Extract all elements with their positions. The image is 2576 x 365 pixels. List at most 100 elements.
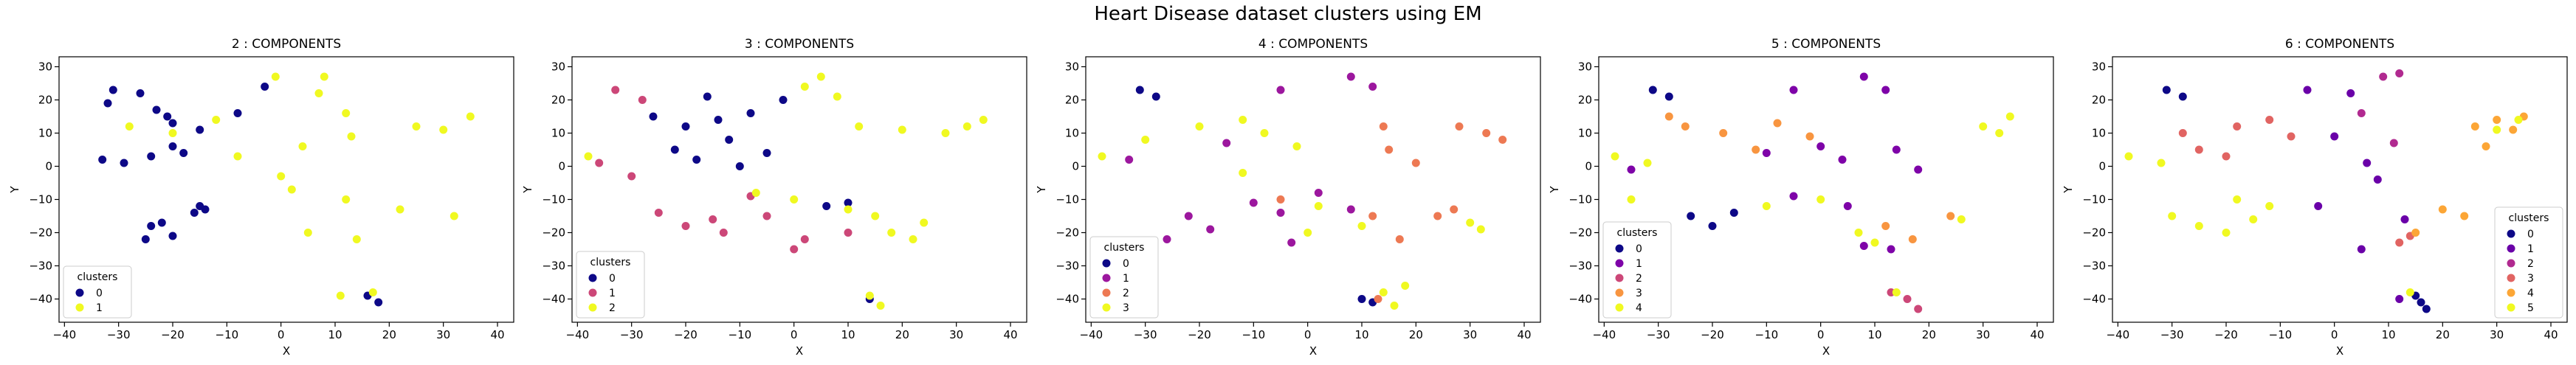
y-tick-label: 10 xyxy=(1578,127,1592,140)
scatter-point xyxy=(1729,209,1738,217)
axes-frame xyxy=(2112,56,2568,323)
scatter-point xyxy=(1141,136,1150,144)
scatter-point xyxy=(762,149,771,157)
scatter-point xyxy=(1206,225,1215,234)
scatter-point xyxy=(1482,129,1491,137)
scatter-point xyxy=(822,202,831,210)
scatter-point xyxy=(103,99,112,108)
scatter-point xyxy=(1379,288,1388,296)
y-axis-label: Y xyxy=(1548,186,1561,194)
scatter-point xyxy=(1276,86,1285,94)
x-tick-label: 10 xyxy=(1867,328,1881,341)
legend-label: 3 xyxy=(2527,273,2534,285)
scatter-point xyxy=(2470,122,2479,131)
points-group xyxy=(1611,72,2014,313)
scatter-point xyxy=(1276,195,1285,204)
legend-marker xyxy=(1615,303,1624,312)
scatter-point xyxy=(2157,159,2166,167)
legend-label: 0 xyxy=(1636,243,1642,255)
legend-label: 1 xyxy=(1123,273,1129,285)
x-tick-label: 30 xyxy=(949,328,963,341)
x-tick-label: 40 xyxy=(1003,328,1017,341)
y-axis-label: Y xyxy=(521,186,534,194)
scatter-point xyxy=(1995,129,2004,137)
legend: clusters 0 1 2 3 4 xyxy=(1602,221,1672,319)
y-tick-label: 10 xyxy=(2092,127,2106,140)
scatter-point xyxy=(2438,205,2447,214)
y-tick-label: −30 xyxy=(2082,260,2106,273)
scatter-point xyxy=(1881,222,1890,230)
scatter-point xyxy=(1914,305,1923,313)
points-group xyxy=(98,72,475,307)
scatter-point xyxy=(2346,89,2355,97)
x-tick-label: 0 xyxy=(278,328,285,341)
scatter-point xyxy=(2249,215,2258,223)
scatter-point xyxy=(871,212,880,220)
scatter-point xyxy=(1390,302,1399,310)
scatter-point xyxy=(941,129,950,137)
scatter-point xyxy=(2357,245,2366,254)
y-tick-label: 30 xyxy=(551,60,565,74)
x-tick-label: −10 xyxy=(1755,328,1779,341)
scatter-point xyxy=(2162,86,2171,94)
scatter-point xyxy=(125,122,134,131)
scatter-point xyxy=(147,222,156,230)
y-tick-label: 20 xyxy=(38,94,52,107)
scatter-point xyxy=(681,222,690,230)
scatter-point xyxy=(670,145,679,154)
scatter-point xyxy=(865,291,874,300)
y-tick-label: 0 xyxy=(45,160,52,173)
scatter-point xyxy=(1805,132,1814,141)
y-tick-label: 30 xyxy=(1065,60,1079,74)
x-tick-label: −30 xyxy=(2160,328,2184,341)
scatter-point xyxy=(1249,198,1258,207)
axes-frame xyxy=(1085,56,1541,323)
scatter-point xyxy=(1163,235,1171,243)
scatter-point xyxy=(342,109,351,117)
x-tick-label: −20 xyxy=(1188,328,1211,341)
scatter-point xyxy=(1914,165,1923,174)
scatter-point xyxy=(2514,116,2523,124)
scatter-point xyxy=(2493,116,2501,124)
x-tick-label: 0 xyxy=(1817,328,1825,341)
x-tick-label: 20 xyxy=(1922,328,1936,341)
x-tick-label: −10 xyxy=(729,328,752,341)
scatter-point xyxy=(1627,195,1636,204)
scatter-point xyxy=(212,116,221,124)
scatter-point xyxy=(2303,86,2312,94)
scatter-point xyxy=(1859,72,1868,81)
y-tick-label: 0 xyxy=(2098,160,2106,173)
scatter-point xyxy=(439,125,448,134)
y-tick-label: −10 xyxy=(1055,193,1079,206)
scatter-point xyxy=(2460,212,2469,220)
legend-label: 0 xyxy=(609,273,616,285)
scatter-point xyxy=(909,235,917,243)
y-tick-label: −20 xyxy=(2082,226,2106,240)
scatter-point xyxy=(1816,195,1825,204)
scatter-point xyxy=(1411,159,1420,167)
y-tick-label: −10 xyxy=(2082,193,2106,206)
scatter-point xyxy=(1892,145,1901,154)
legend-marker xyxy=(1615,244,1624,253)
x-tick-label: 10 xyxy=(1354,328,1368,341)
scatter-point xyxy=(2482,142,2490,150)
y-tick-label: 10 xyxy=(551,127,565,140)
scatter-point xyxy=(1346,205,1355,214)
scatter-point xyxy=(152,105,161,114)
scatter-point xyxy=(1838,156,1847,164)
x-tick-label: 0 xyxy=(1304,328,1312,341)
scatter-panel-4: 5 : COMPONENTS−40 −30 −20 −10 0 10 20 30 40−40−3… xyxy=(1548,37,2054,358)
x-tick-label: 20 xyxy=(2436,328,2450,341)
scatter-point xyxy=(1762,202,1771,210)
scatter-point xyxy=(98,156,107,164)
scatter-point xyxy=(233,109,242,117)
x-tick-label: 40 xyxy=(1517,328,1531,341)
panel-title: 5 : COMPONENTS xyxy=(1771,37,1881,52)
legend: clusters 0 1 2 3 4 5 xyxy=(2494,206,2563,319)
scatter-point xyxy=(136,89,145,97)
scatter-point xyxy=(277,172,286,181)
y-tick-label: 10 xyxy=(1065,127,1079,140)
legend-title: clusters xyxy=(1617,227,1658,239)
scatter-point xyxy=(1401,282,1410,290)
legend-title: clusters xyxy=(590,257,631,268)
